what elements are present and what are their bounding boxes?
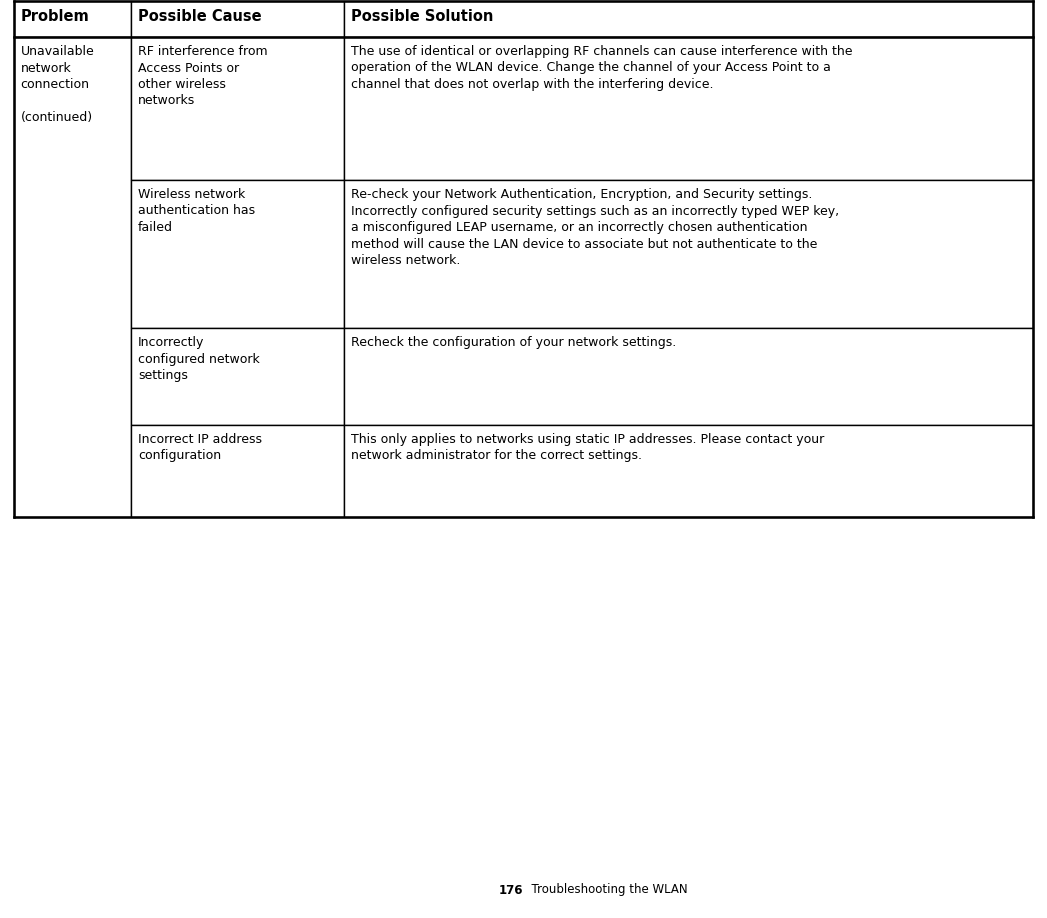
Bar [344,425,1033,517]
Bar [131,328,344,425]
Text: Re-check your Network Authentication, Encryption, and Security settings.
Incorre: Re-check your Network Authentication, En… [352,188,840,267]
Bar [14,37,131,517]
Text: Wireless network
authentication has
failed: Wireless network authentication has fail… [138,188,255,234]
Text: Incorrectly
configured network
settings: Incorrectly configured network settings [138,336,260,382]
Bar [131,37,344,180]
Bar [131,180,344,328]
Text: This only applies to networks using static IP addresses. Please contact your
net: This only applies to networks using stat… [352,433,825,463]
Bar [14,1,131,37]
Text: RF interference from
Access Points or
other wireless
networks: RF interference from Access Points or ot… [138,45,267,107]
Text: The use of identical or overlapping RF channels can cause interference with the
: The use of identical or overlapping RF c… [352,45,853,91]
Bar [344,1,1033,37]
Bar [344,328,1033,425]
Bar [131,425,344,517]
Text: Possible Cause: Possible Cause [138,9,262,24]
Text: Unavailable
network
connection

(continued): Unavailable network connection (continue… [21,45,94,124]
Text: Recheck the configuration of your network settings.: Recheck the configuration of your networ… [352,336,676,349]
Bar [131,1,344,37]
Text: Troubleshooting the WLAN: Troubleshooting the WLAN [524,883,687,897]
Text: Possible Solution: Possible Solution [352,9,494,24]
Bar [344,180,1033,328]
Bar [344,37,1033,180]
Text: Incorrect IP address
configuration: Incorrect IP address configuration [138,433,262,463]
Text: Problem: Problem [21,9,89,24]
Text: 176: 176 [499,883,524,897]
